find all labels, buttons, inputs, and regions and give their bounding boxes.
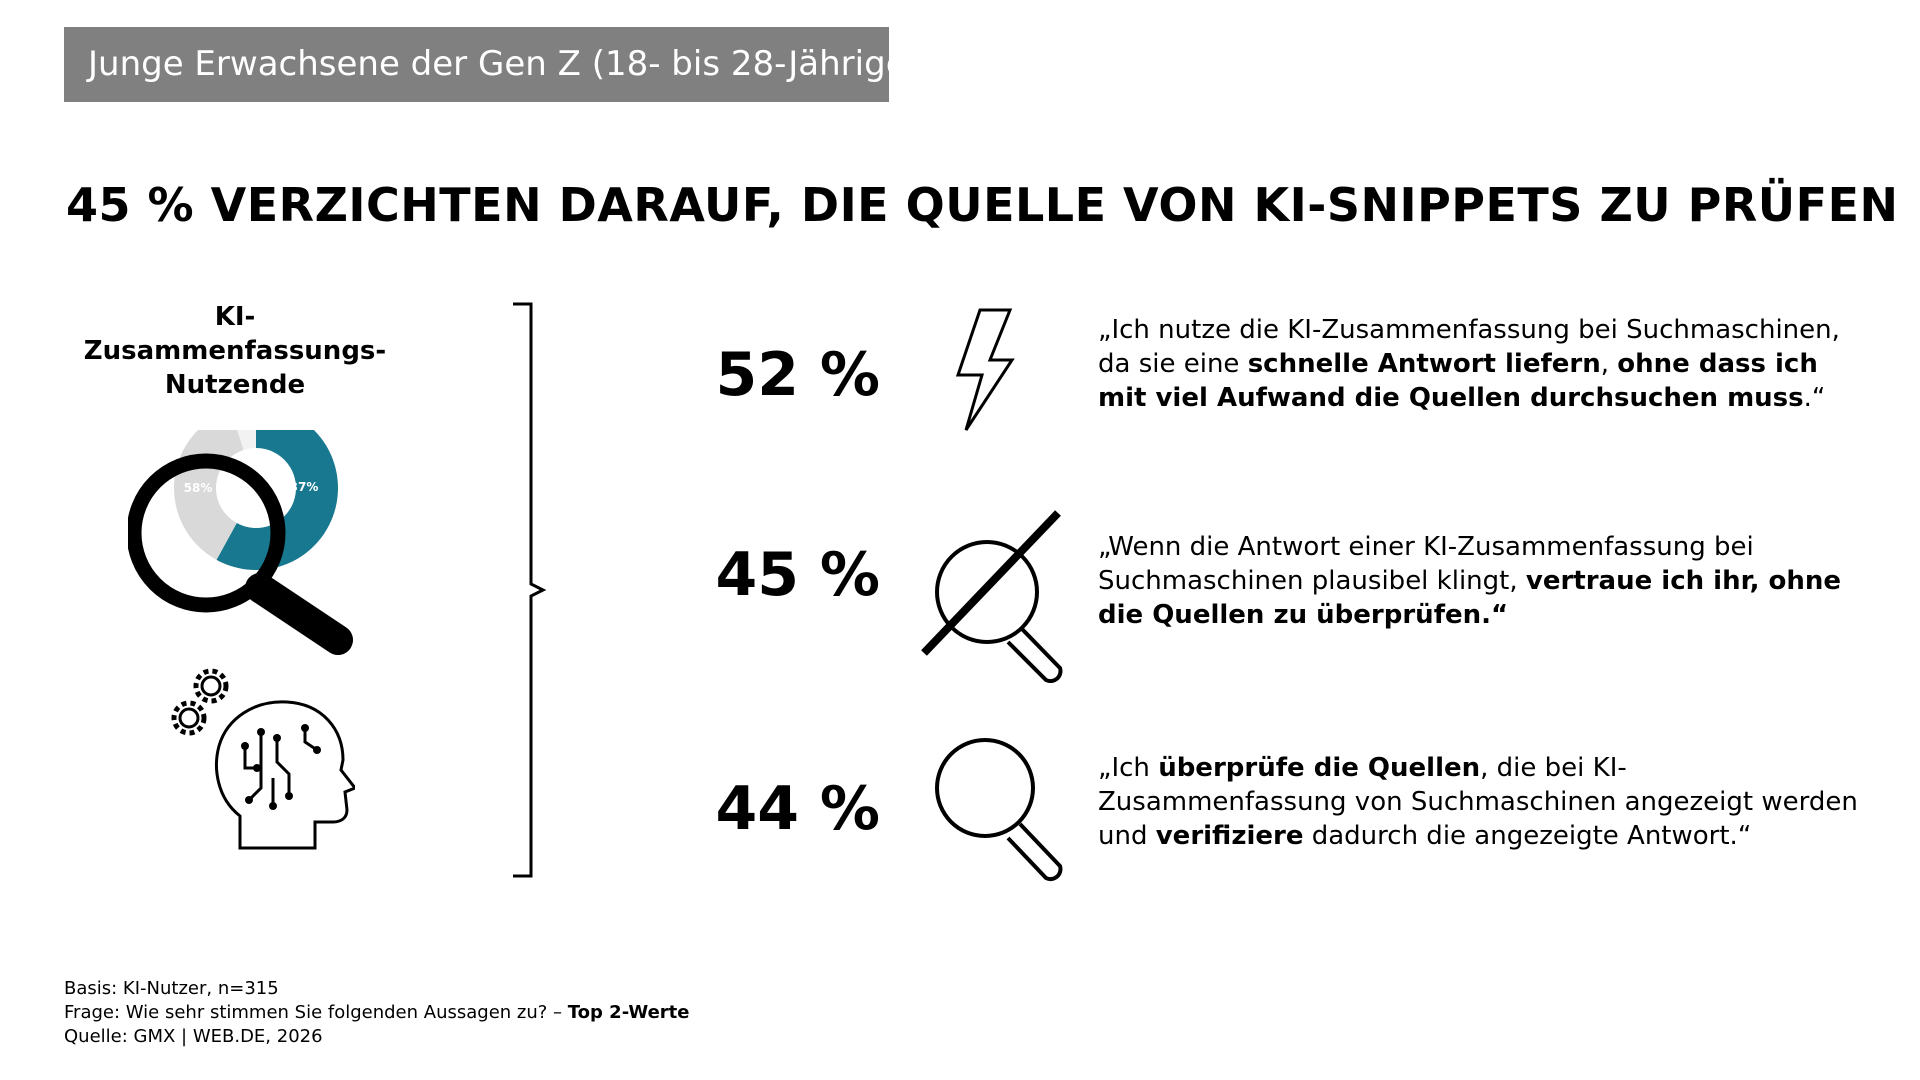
donut-slice-0 (216, 430, 338, 570)
magnifier-lens (128, 453, 286, 613)
percentage-value: 45 % (715, 540, 880, 610)
ai-head-icon (171, 668, 355, 850)
statement-fragment: vertraue ich ihr, ohne die Quellen zu üb… (1098, 566, 1842, 630)
search-icon (935, 738, 1063, 882)
lightning-icon (955, 308, 1015, 431)
donut-magnifier-graphic: 58% 37% (128, 430, 353, 655)
donut-label-58: 58% (184, 481, 213, 495)
no-search-icon (921, 510, 1063, 683)
statement-fragment: .“ (1803, 383, 1826, 413)
footnote-basis: Basis: KI-Nutzer, n=315 (64, 978, 279, 999)
percentage-value: 44 % (715, 774, 880, 844)
statement-fragment: „Wenn die Antwort einer KI-Zusammenfassu… (1098, 532, 1754, 596)
statement-text: „Ich überprüfe die Quellen, die bei KI-Z… (1098, 751, 1868, 853)
footnote: Basis: KI-Nutzer, n=315 Frage: Wie sehr … (64, 977, 689, 1049)
statement-fragment: verifiziere (1155, 821, 1304, 851)
statement-fragment: „Ich (1098, 753, 1159, 783)
footnote-source: Quelle: GMX | WEB.DE, 2026 (64, 1026, 323, 1047)
donut-chart (174, 430, 338, 570)
statement-fragment: schnelle Antwort liefern (1247, 349, 1601, 379)
statement-fragment: , die bei KI-Zusammenfassung von Suchmas… (1098, 753, 1858, 851)
audience-tag: Junge Erwachsene der Gen Z (18- bis 28-J… (64, 27, 889, 102)
donut-slice-2 (237, 430, 256, 450)
page-title: 45 % VERZICHTEN DARAUF, DIE QUELLE VON K… (66, 178, 1899, 232)
bracket-divider (513, 302, 547, 878)
statement-fragment: dadurch die angezeigte Antwort.“ (1303, 821, 1752, 851)
footnote-question: Frage: Wie sehr stimmen Sie folgenden Au… (64, 1002, 690, 1023)
percentage-value: 52 % (715, 340, 880, 410)
user-group-label: KI-Zusammenfassungs-Nutzende (83, 302, 387, 400)
magnifier-handle (245, 573, 353, 655)
donut-label-37: 37% (290, 480, 319, 494)
statement-fragment: überprüfe die Quellen (1158, 753, 1481, 783)
statement-fragment: , (1600, 349, 1618, 379)
statement-fragment: ohne dass ich mit viel Aufwand die Quell… (1098, 349, 1818, 413)
footnote-question-bold: Top 2-Werte (567, 1002, 690, 1023)
statement-text: „Wenn die Antwort einer KI-Zusammenfassu… (1098, 530, 1868, 632)
statement-fragment: „Ich nutze die KI-Zusammenfassung bei Su… (1098, 315, 1840, 379)
statement-text: „Ich nutze die KI-Zusammenfassung bei Su… (1098, 313, 1868, 415)
